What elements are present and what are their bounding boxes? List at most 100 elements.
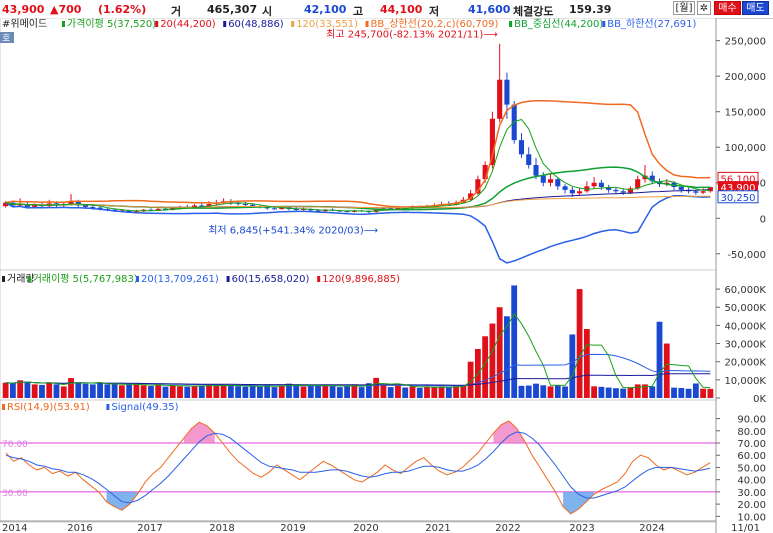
strength-label: 체결강도 (513, 5, 554, 18)
candle (388, 208, 394, 210)
candle (315, 210, 321, 212)
volume-bar (511, 285, 518, 398)
volume-bar (649, 386, 656, 398)
volume-bar (9, 383, 16, 398)
volume-bar (249, 386, 256, 398)
period-button[interactable]: [월] (673, 1, 695, 15)
rsi-tick-label: 40.00 (737, 476, 766, 487)
volume-bar (322, 385, 329, 398)
volume-bar (518, 385, 525, 398)
candle (344, 211, 350, 213)
volume-bar (598, 386, 605, 398)
volume-tick-label: 50,000K (724, 303, 766, 314)
x-tick-label: 2020 (353, 523, 378, 533)
volume-legend-item: 거래이평 5(5,767,983) (33, 273, 138, 285)
volume-label: 거 (171, 5, 182, 18)
volume-bar (293, 384, 300, 398)
legend-swatch (365, 21, 369, 27)
volume-bar (700, 388, 707, 398)
volume-bar (605, 387, 612, 398)
candle (3, 202, 9, 207)
volume-bar (525, 385, 532, 398)
current-price-tag-bg (718, 181, 758, 194)
legend-swatch (2, 276, 5, 282)
candle (700, 191, 706, 193)
rsi-legend-item: Signal(49.35) (111, 402, 178, 413)
sell-button[interactable]: 매도 (742, 1, 769, 15)
gear-icon[interactable]: ✲ (697, 1, 711, 15)
candle (511, 104, 517, 141)
volume-bar (2, 382, 9, 398)
volume-bar (395, 385, 401, 398)
volume-bar (569, 334, 576, 398)
price-legend-item: BB_상한선(20,2,c)(60,709) (371, 18, 499, 30)
volume-bar (496, 307, 503, 398)
low-label: 저 (429, 5, 440, 18)
price-tick-label: 0 (760, 214, 766, 225)
volume-bar (264, 384, 271, 398)
price-change: ▲700 (50, 3, 82, 16)
price-tick-label: -50,000 (727, 250, 766, 261)
candle (526, 154, 532, 165)
low-value: 41,600 (468, 3, 511, 16)
stock-chart[interactable]: 250,000200,000150,000100,00050,0000-50,0… (0, 18, 773, 533)
volume-bar (220, 386, 227, 398)
current-price-tag: 43,900 (721, 183, 756, 194)
price-tag-box (717, 190, 759, 204)
volume-bar (707, 388, 714, 398)
candle (518, 140, 525, 155)
x-tick-label: 2016 (67, 523, 92, 533)
x-tick-label: 2021 (425, 523, 450, 533)
price-legend-item: 60(48,886) (228, 19, 284, 30)
volume-bar (315, 385, 321, 398)
volume-bar (373, 377, 380, 398)
price-tick-label: 250,000 (725, 37, 766, 48)
candle (489, 118, 495, 165)
candle (649, 175, 655, 182)
price-legend-item: 120(33,551) (296, 19, 358, 30)
volume-bar (155, 384, 162, 398)
volume-bar (198, 386, 205, 398)
volume-bar (540, 385, 547, 398)
volume-bar (169, 385, 176, 398)
ma120-line (5, 195, 711, 209)
volume-ma5-line (5, 312, 711, 389)
x-tick-label: 2019 (280, 523, 305, 533)
volume-bar (184, 386, 191, 398)
candle (613, 189, 619, 192)
volume-bar (489, 323, 496, 398)
legend-swatch (223, 21, 227, 27)
candle (97, 207, 103, 210)
legend-swatch (509, 21, 513, 27)
candle (591, 182, 597, 187)
price-pane (0, 18, 717, 271)
rsi-oversold-fill (563, 491, 594, 514)
open-value: 42,100 (304, 3, 347, 16)
volume-bar (278, 385, 285, 398)
candle (547, 179, 554, 183)
volume-bar (380, 385, 387, 398)
x-tick-label: 2024 (639, 523, 664, 533)
volume-tick-label: 20,000K (724, 358, 766, 369)
volume-bar (547, 386, 554, 398)
price-tick-label: 100,000 (725, 143, 766, 154)
volume-bar (235, 386, 242, 398)
volume-bar (31, 384, 38, 398)
buy-button[interactable]: 매수 (714, 1, 741, 15)
volume-bar (445, 387, 452, 398)
volume-bar (39, 384, 45, 398)
strength-value: 159.39 (569, 3, 612, 16)
ma5-line (5, 118, 711, 212)
candle (562, 186, 568, 190)
volume-bar (104, 384, 111, 398)
quote-bar: 43,900 ▲700 (1.62%) 거 465,307 시 42,100 고… (0, 0, 773, 19)
volume-bar (387, 387, 394, 398)
rsi-overbought-fill (183, 422, 215, 443)
chart-tag-box (0, 32, 14, 43)
candle (678, 187, 684, 190)
legend-swatch (602, 21, 606, 27)
volume-bar (75, 382, 82, 398)
candle (133, 211, 139, 213)
volume-bar (692, 383, 699, 398)
volume-bar (583, 329, 590, 398)
